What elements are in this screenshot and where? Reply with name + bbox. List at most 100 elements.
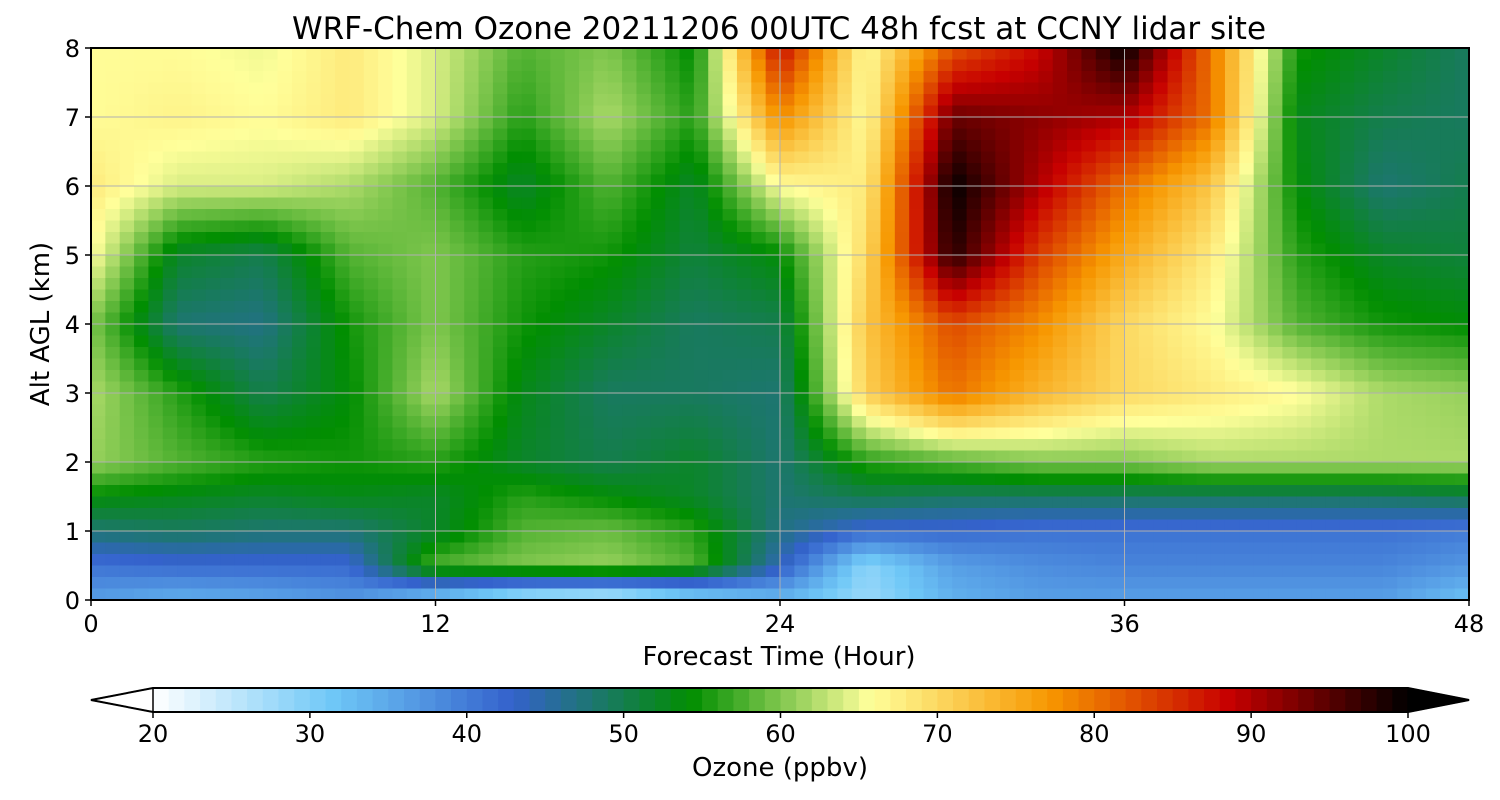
- heatmap-cell: [636, 393, 652, 406]
- heatmap-cell: [722, 381, 738, 394]
- heatmap-cell: [406, 358, 422, 371]
- heatmap-cell: [464, 163, 480, 176]
- heatmap-cell: [550, 542, 566, 555]
- heatmap-cell: [1224, 163, 1240, 176]
- heatmap-cell: [263, 278, 279, 291]
- heatmap-cell: [1067, 519, 1083, 532]
- heatmap-cell: [808, 542, 824, 555]
- heatmap-cell: [521, 324, 537, 337]
- colorbar-segment: [529, 688, 546, 712]
- heatmap-cell: [1411, 393, 1427, 406]
- heatmap-cell: [823, 508, 839, 521]
- heatmap-cell: [1368, 404, 1384, 417]
- heatmap-cell: [622, 496, 638, 509]
- heatmap-cell: [320, 209, 336, 222]
- colorbar-segment: [921, 688, 938, 712]
- heatmap-cell: [105, 255, 121, 268]
- heatmap-cell: [1296, 71, 1312, 84]
- heatmap-cell: [1354, 197, 1370, 210]
- heatmap-cell: [693, 381, 709, 394]
- heatmap-cell: [866, 312, 882, 325]
- heatmap-cell: [550, 381, 566, 394]
- heatmap-cell: [765, 59, 781, 72]
- heatmap-cell: [1411, 416, 1427, 429]
- heatmap-cell: [808, 439, 824, 452]
- heatmap-cell: [894, 186, 910, 199]
- heatmap-cell: [248, 140, 264, 153]
- heatmap-cell: [1382, 163, 1398, 176]
- heatmap-cell: [693, 542, 709, 555]
- heatmap-cell: [177, 197, 193, 210]
- heatmap-cell: [464, 232, 480, 245]
- heatmap-cell: [837, 243, 853, 256]
- heatmap-cell: [1110, 186, 1126, 199]
- heatmap-cell: [1325, 255, 1341, 268]
- heatmap-cell: [708, 473, 724, 486]
- heatmap-cell: [693, 220, 709, 233]
- heatmap-cell: [1311, 554, 1327, 567]
- heatmap-cell: [1224, 588, 1240, 600]
- heatmap-cell: [880, 427, 896, 440]
- heatmap-cell: [234, 416, 250, 429]
- heatmap-cell: [1382, 335, 1398, 348]
- heatmap-cell: [191, 197, 207, 210]
- heatmap-cell: [851, 94, 867, 107]
- heatmap-cell: [435, 485, 451, 498]
- heatmap-cell: [105, 117, 121, 130]
- heatmap-cell: [937, 117, 953, 130]
- heatmap-cell: [449, 278, 465, 291]
- heatmap-cell: [607, 542, 623, 555]
- heatmap-cell: [1268, 151, 1283, 164]
- heatmap-cell: [952, 289, 968, 302]
- heatmap-cell: [808, 554, 824, 567]
- heatmap-cell: [880, 209, 896, 222]
- heatmap-cell: [177, 163, 193, 176]
- heatmap-cell: [148, 82, 164, 95]
- heatmap-cell: [1282, 197, 1298, 210]
- heatmap-cell: [1425, 404, 1441, 417]
- heatmap-cell: [507, 404, 523, 417]
- heatmap-cell: [823, 347, 839, 360]
- heatmap-cell: [952, 473, 968, 486]
- heatmap-cell: [1124, 266, 1140, 279]
- heatmap-cell: [1325, 289, 1341, 302]
- heatmap-cell: [1196, 48, 1212, 61]
- heatmap-cell: [1311, 255, 1327, 268]
- heatmap-cell: [708, 232, 724, 245]
- heatmap-cell: [205, 48, 221, 61]
- heatmap-cell: [119, 255, 135, 268]
- heatmap-cell: [593, 59, 609, 72]
- heatmap-cell: [1382, 117, 1398, 130]
- heatmap-cell: [320, 243, 336, 256]
- x-axis-ticks: 0 12 24 36 48: [83, 600, 1484, 638]
- heatmap-cell: [320, 174, 336, 187]
- heatmap-cell: [1354, 588, 1370, 600]
- heatmap-cell: [306, 197, 322, 210]
- heatmap-cell: [234, 462, 250, 475]
- colorbar-segment: [1157, 688, 1174, 712]
- heatmap-cell: [277, 82, 293, 95]
- heatmap-cell: [593, 519, 609, 532]
- heatmap-cell: [291, 232, 307, 245]
- heatmap-cell: [162, 335, 178, 348]
- heatmap-cell: [291, 542, 307, 555]
- heatmap-cell: [449, 186, 465, 199]
- heatmap-cell: [880, 232, 896, 245]
- heatmap-cell: [421, 370, 437, 383]
- heatmap-cell: [823, 588, 839, 600]
- heatmap-cell: [335, 485, 350, 498]
- heatmap-cell: [335, 508, 350, 521]
- heatmap-cell: [736, 358, 752, 371]
- heatmap-cell: [1067, 151, 1083, 164]
- heatmap-cell: [736, 485, 752, 498]
- heatmap-cell: [937, 370, 953, 383]
- heatmap-cell: [1311, 59, 1327, 72]
- heatmap-cell: [1454, 209, 1469, 222]
- heatmap-cell: [564, 94, 580, 107]
- heatmap-cell: [535, 347, 551, 360]
- heatmap-cell: [579, 335, 594, 348]
- heatmap-cell: [320, 565, 336, 578]
- heatmap-cell: [91, 370, 106, 383]
- heatmap-cell: [1239, 128, 1255, 141]
- heatmap-cell: [263, 94, 279, 107]
